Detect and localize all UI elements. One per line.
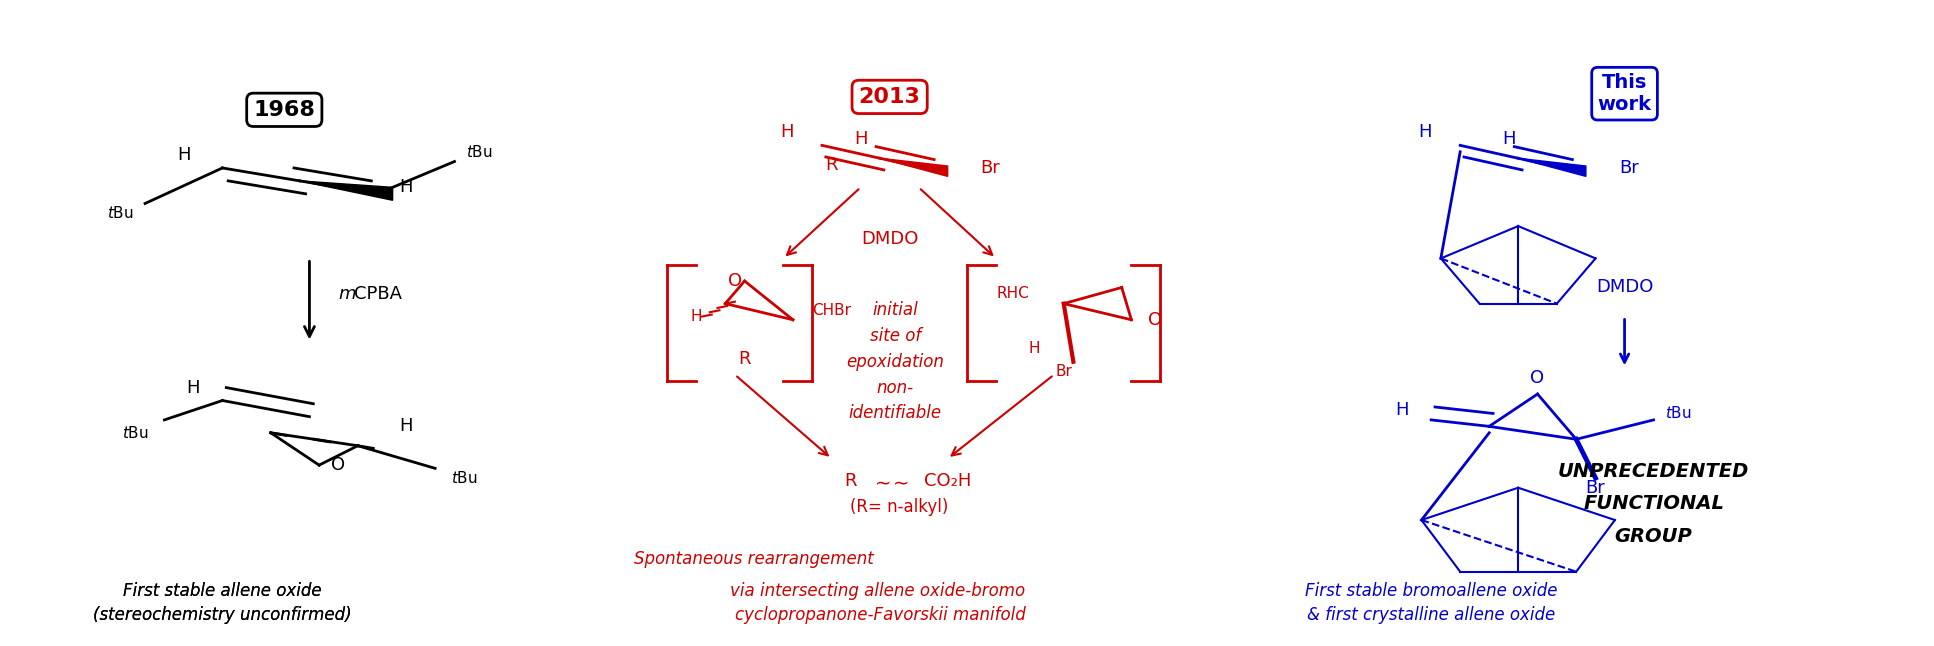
Text: H: H	[690, 309, 702, 324]
Text: $\mathit{t}$Bu: $\mathit{t}$Bu	[106, 205, 133, 221]
Text: O: O	[1530, 369, 1545, 387]
Text: H: H	[400, 178, 412, 196]
Text: $\mathit{t}$Bu: $\mathit{t}$Bu	[466, 144, 493, 160]
Text: Br: Br	[1056, 364, 1071, 379]
Text: initial: initial	[872, 301, 919, 319]
Text: $\mathit{t}$Bu: $\mathit{t}$Bu	[451, 470, 478, 486]
Text: CHBr: CHBr	[812, 302, 851, 318]
Text: DMDO: DMDO	[861, 230, 919, 248]
Text: H: H	[855, 130, 866, 148]
Text: (R= n-alkyl): (R= n-alkyl)	[851, 498, 948, 516]
Text: m: m	[338, 285, 356, 303]
Polygon shape	[880, 158, 948, 176]
Text: First stable allene oxide: First stable allene oxide	[124, 582, 321, 600]
Text: 1968: 1968	[253, 100, 315, 120]
Text: CO₂H: CO₂H	[924, 472, 971, 490]
Text: H: H	[400, 417, 412, 435]
Text: First stable bromoallene oxide: First stable bromoallene oxide	[1305, 582, 1557, 600]
Text: H: H	[1420, 123, 1431, 141]
Text: H: H	[1396, 401, 1408, 419]
Text: Spontaneous rearrangement: Spontaneous rearrangement	[634, 550, 874, 568]
Text: epoxidation: epoxidation	[847, 353, 944, 371]
Text: non-: non-	[876, 379, 915, 397]
Text: site of: site of	[870, 327, 921, 345]
Text: This
work: This work	[1597, 73, 1652, 114]
Text: O: O	[1147, 311, 1162, 329]
Text: Br: Br	[1619, 159, 1638, 177]
Text: O: O	[727, 272, 743, 290]
Text: CPBA: CPBA	[354, 285, 402, 303]
Text: H: H	[1503, 130, 1514, 148]
Text: via intersecting allene oxide-bromo: via intersecting allene oxide-bromo	[729, 582, 1031, 600]
Text: FUNCTIONAL: FUNCTIONAL	[1584, 494, 1723, 514]
Text: $\sim\!\!\sim$: $\sim\!\!\sim$	[870, 472, 909, 491]
Polygon shape	[300, 181, 393, 200]
Text: H: H	[178, 146, 190, 164]
Text: & first crystalline allene oxide: & first crystalline allene oxide	[1307, 606, 1555, 624]
Text: $\mathit{t}$Bu: $\mathit{t}$Bu	[122, 425, 149, 441]
Text: H: H	[781, 123, 793, 141]
Text: DMDO: DMDO	[1596, 278, 1654, 297]
Text: $\mathit{t}$Bu: $\mathit{t}$Bu	[1665, 406, 1692, 421]
Text: UNPRECEDENTED: UNPRECEDENTED	[1559, 462, 1748, 481]
Text: 2013: 2013	[859, 87, 921, 107]
Text: GROUP: GROUP	[1615, 526, 1692, 546]
Text: Br: Br	[1586, 479, 1605, 497]
Text: RHC: RHC	[996, 286, 1029, 302]
Text: R: R	[826, 156, 837, 174]
Text: R: R	[845, 472, 857, 490]
Text: First stable allene oxide: First stable allene oxide	[124, 582, 321, 600]
Text: (stereochemistry unconfirmed): (stereochemistry unconfirmed)	[93, 606, 352, 624]
Text: identifiable: identifiable	[849, 404, 942, 422]
Text: R: R	[739, 349, 750, 368]
Text: cyclopropanone-Favorskii manifold: cyclopropanone-Favorskii manifold	[735, 606, 1025, 624]
Text: H: H	[1029, 341, 1040, 357]
Polygon shape	[1518, 158, 1586, 176]
Text: (stereochemistry unconfirmed): (stereochemistry unconfirmed)	[93, 606, 352, 624]
Text: H: H	[188, 379, 199, 397]
Text: O: O	[331, 456, 346, 474]
Text: Br: Br	[981, 159, 1000, 177]
